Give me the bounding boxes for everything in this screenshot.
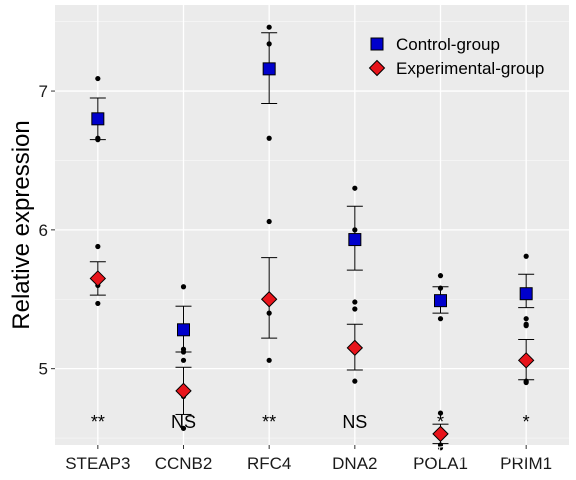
y-axis: 5 6 7 — [39, 82, 55, 379]
significance-label: * — [437, 412, 444, 432]
significance-annotations: ** NS ** NS * * — [91, 412, 530, 432]
data-point — [523, 253, 529, 259]
data-point — [266, 24, 272, 30]
control-mean-marker — [262, 62, 276, 76]
grid-minor — [55, 21, 569, 439]
control-mean-marker — [519, 287, 533, 301]
data-point — [180, 349, 187, 355]
legend-label: Control-group — [396, 35, 500, 54]
plot-panel — [55, 5, 569, 445]
data-point — [523, 321, 529, 327]
data-point — [95, 243, 101, 250]
data-point — [266, 41, 272, 47]
y-axis-title: Relative expression — [8, 120, 35, 329]
experimental-mean-marker — [432, 425, 449, 443]
y-tick-label: 5 — [39, 360, 48, 379]
data-point — [95, 300, 101, 307]
data-point — [266, 218, 272, 225]
y-tick-label: 7 — [39, 82, 48, 101]
data-point — [352, 378, 358, 384]
watermark: 知乎 @Tom青云 — [417, 444, 527, 462]
data-point — [523, 316, 529, 322]
significance-label: ** — [262, 412, 276, 432]
significance-label: NS — [171, 412, 196, 432]
data-point — [437, 410, 444, 416]
data-point — [437, 273, 444, 279]
legend-label: Experimental-group — [396, 59, 544, 78]
x-axis: STEAP3 CCNB2 RFC4 DNA2 POLA1 PRIM1 — [65, 445, 552, 473]
experimental-mean-marker — [175, 382, 192, 400]
data-point — [352, 306, 358, 312]
data-point — [437, 285, 444, 291]
control-mean-marker — [434, 294, 447, 308]
x-tick-label: POLA1 — [413, 454, 468, 473]
data-point — [95, 75, 101, 82]
legend: Control-group Experimental-group — [368, 35, 544, 78]
data-point — [352, 185, 358, 191]
control-mean-marker — [348, 233, 362, 247]
data-point — [95, 137, 101, 143]
mean-markers — [89, 62, 535, 443]
x-tick-label: STEAP3 — [65, 454, 130, 473]
x-tick-label: PRIM1 — [500, 454, 552, 473]
control-mean-marker — [91, 112, 105, 126]
x-tick-label: DNA2 — [332, 454, 377, 473]
x-tick-label: CCNB2 — [155, 454, 213, 473]
data-point — [180, 284, 187, 290]
data-point — [266, 357, 272, 363]
data-point — [266, 310, 272, 316]
x-tick-label: RFC4 — [247, 454, 291, 473]
significance-label: NS — [342, 412, 367, 432]
y-tick-label: 6 — [39, 221, 48, 240]
legend-key-control — [370, 37, 384, 51]
experimental-mean-marker — [260, 291, 278, 308]
significance-label: ** — [91, 412, 105, 432]
data-point — [523, 379, 529, 386]
experimental-mean-marker — [517, 352, 535, 369]
experimental-mean-marker — [346, 339, 364, 357]
significance-label: * — [523, 412, 530, 432]
control-mean-marker — [177, 323, 190, 337]
data-point — [352, 299, 358, 305]
data-point — [437, 445, 444, 451]
data-point — [180, 425, 187, 431]
experimental-mean-marker — [89, 270, 107, 287]
legend-key-experimental — [368, 59, 386, 77]
data-point — [437, 316, 444, 322]
data-point — [352, 227, 358, 233]
data-point — [266, 135, 272, 141]
data-point — [180, 357, 187, 363]
